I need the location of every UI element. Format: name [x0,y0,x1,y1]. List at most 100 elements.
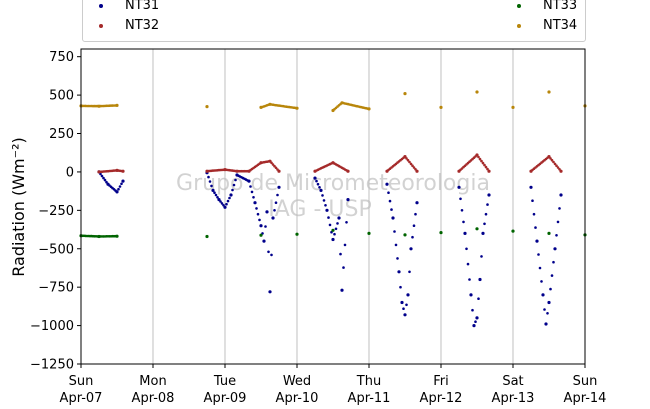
data-point [543,308,546,311]
data-point [412,224,416,227]
y-tick-label: 750 [49,50,74,65]
data-point [537,253,540,256]
data-point [277,185,281,189]
data-point [121,179,125,183]
data-point [415,169,419,173]
data-point [472,324,476,328]
x-tick-date-label: Apr-08 [132,391,175,406]
data-point [336,222,339,225]
data-point [337,216,341,220]
data-point [475,90,479,94]
data-point [409,162,413,166]
data-point [205,105,209,109]
data-point [547,300,551,305]
x-tick-date-label: Apr-12 [420,391,463,406]
watermark: Grupo de Micrometeorologia IAG - USP [176,171,490,222]
data-point [295,106,299,110]
data-point [468,278,471,281]
data-point [549,287,552,291]
data-point [211,188,215,192]
data-point [249,185,252,188]
series-nt31 [97,170,563,328]
plot-frame [80,48,586,365]
data-point [331,237,335,242]
data-point [531,199,534,202]
data-point [552,260,555,264]
data-point [313,176,317,180]
data-point [541,293,545,297]
data-point [393,230,396,233]
data-point [120,182,123,186]
data-point [403,313,407,317]
series-nt34 [79,90,587,113]
data-point [409,247,413,251]
data-point [256,212,260,216]
data-point [555,234,558,237]
data-point [231,188,234,192]
data-point [333,232,336,236]
data-point [213,191,216,194]
data-point [396,257,399,260]
data-point [406,158,410,162]
data-point [484,165,488,169]
data-point [478,157,482,161]
data-point [273,209,276,212]
data-point [534,226,537,229]
data-point [465,247,468,251]
data-point [403,233,407,237]
x-tick-date-label: Apr-07 [60,391,103,406]
data-point [214,193,218,197]
data-point [535,239,539,243]
data-point [223,205,227,209]
data-point [229,193,233,197]
data-point [264,225,267,228]
x-tick-date-label: Apr-09 [204,391,247,406]
series-nt33 [79,227,587,239]
data-point [259,224,263,228]
data-point [546,312,549,315]
data-point [549,157,552,160]
data-point [115,190,119,194]
series-nt32 [97,153,563,174]
data-point [544,322,548,326]
data-point [405,157,408,160]
data-point [408,270,411,274]
data-point [411,235,414,239]
x-tick-day-label: Thu [356,374,381,389]
data-point [367,107,371,111]
data-point [474,320,477,324]
data-point [511,105,515,109]
watermark-line-1: Grupo de Micrometeorologia [176,171,490,196]
data-point [327,216,330,219]
legend-label-nt34: NT34 [543,18,578,33]
data-point [471,308,474,312]
data-point [276,193,279,197]
data-point [226,199,230,203]
x-tick-date-label: Apr-14 [564,391,607,406]
data-point [481,231,485,235]
data-point [553,162,557,166]
data-point [331,228,335,232]
data-point [100,174,104,178]
data-point [540,280,543,283]
data-point [319,188,323,192]
data-point [102,176,105,180]
data-point [555,164,558,167]
data-point [556,220,560,224]
data-point [367,231,371,235]
legend-label-nt31: NT31 [125,0,160,13]
data-point [559,169,563,173]
data-point [538,266,542,270]
y-tick-label: 500 [49,89,74,104]
data-point [400,300,404,305]
data-point [547,231,551,235]
data-point [121,169,125,173]
data-point [316,182,320,186]
data-point [475,316,479,320]
data-point [408,160,411,164]
data-point [532,212,536,216]
data-point [324,204,327,207]
data-point [216,196,219,199]
data-point [459,197,462,201]
data-point [403,92,407,96]
